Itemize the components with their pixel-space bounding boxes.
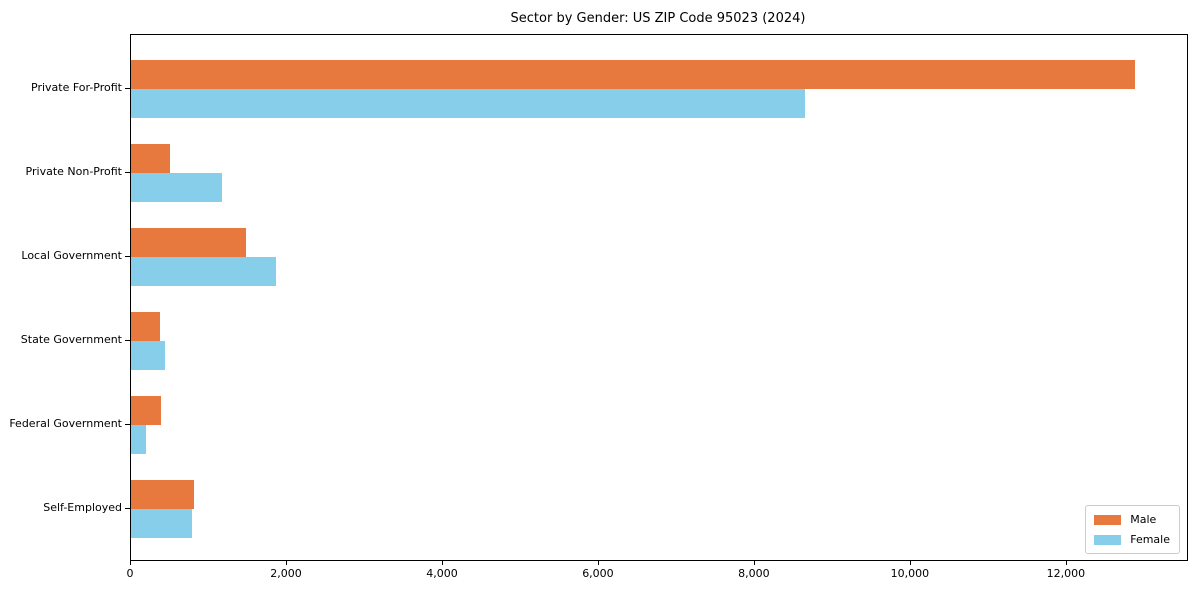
y-tick-mark-state-government — [125, 340, 130, 341]
bar-female-state-government — [131, 341, 165, 370]
x-tick-mark-0 — [130, 560, 131, 565]
y-tick-mark-private-for-profit — [125, 88, 130, 89]
x-tick-label-8000: 8,000 — [738, 567, 770, 580]
legend-item-male: Male — [1094, 513, 1170, 526]
y-tick-mark-private-non-profit — [125, 172, 130, 173]
male-series-swatch — [1094, 514, 1122, 525]
chart-title: Sector by Gender: US ZIP Code 95023 (202… — [510, 11, 806, 26]
bar-female-private-non-profit — [131, 173, 222, 202]
x-tick-mark-6000 — [597, 560, 599, 565]
y-axis-label-state-government: State Government — [20, 333, 122, 346]
female-series-swatch — [1094, 534, 1122, 545]
x-tick-label-2000: 2,000 — [270, 567, 302, 580]
bar-female-private-for-profit — [131, 89, 805, 118]
bar-male-local-government — [131, 228, 246, 257]
x-tick-mark-8000 — [753, 560, 755, 565]
x-tick-label-0: 0 — [126, 567, 134, 580]
legend-item-female: Female — [1094, 533, 1170, 546]
y-axis-label-self-employed: Self-Employed — [43, 501, 122, 514]
y-tick-mark-federal-government — [125, 424, 130, 425]
plot-area: Male Female — [130, 34, 1188, 561]
bar-male-federal-government — [131, 396, 161, 425]
y-axis-label-private-for-profit: Private For-Profit — [31, 81, 122, 94]
x-tick-mark-2000 — [285, 560, 287, 565]
bar-female-local-government — [131, 257, 276, 286]
bar-female-federal-government — [131, 425, 146, 454]
bar-male-self-employed — [131, 480, 194, 509]
bar-female-self-employed — [131, 509, 192, 538]
x-tick-mark-10000 — [909, 560, 911, 565]
legend-label-male: Male — [1130, 513, 1157, 526]
x-tick-label-6000: 6,000 — [582, 567, 614, 580]
bar-male-private-non-profit — [131, 144, 170, 173]
y-axis-label-local-government: Local Government — [21, 249, 122, 262]
bar-male-state-government — [131, 312, 160, 341]
legend-label-female: Female — [1130, 533, 1170, 546]
y-axis-label-federal-government: Federal Government — [9, 417, 122, 430]
bar-male-private-for-profit — [131, 60, 1135, 89]
y-tick-mark-local-government — [125, 256, 130, 257]
y-axis-label-private-non-profit: Private Non-Profit — [25, 165, 122, 178]
legend: Male Female — [1085, 505, 1180, 554]
x-tick-label-12000: 12,000 — [1046, 567, 1086, 580]
x-tick-label-10000: 10,000 — [890, 567, 930, 580]
x-tick-mark-12000 — [1065, 560, 1067, 565]
x-tick-label-4000: 4,000 — [426, 567, 458, 580]
x-tick-mark-4000 — [441, 560, 443, 565]
y-tick-mark-self-employed — [125, 508, 130, 509]
